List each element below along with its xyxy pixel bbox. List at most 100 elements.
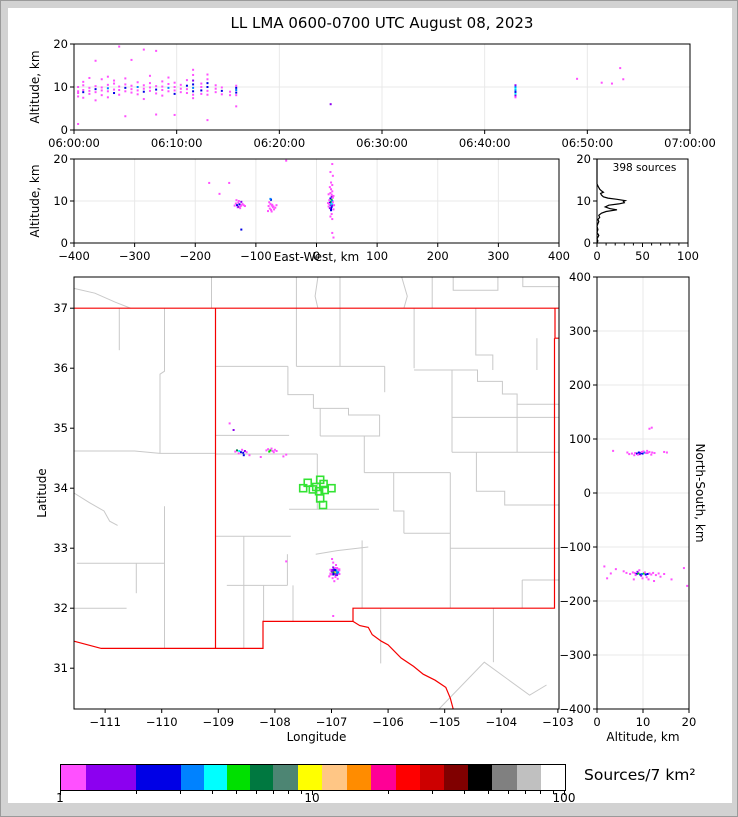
time-altitude-source-point bbox=[185, 92, 188, 95]
time-altitude-source-point bbox=[106, 75, 109, 78]
plan-view-source-point bbox=[265, 449, 268, 452]
colorbar-minor-tick bbox=[432, 790, 434, 794]
northsouth-altitude-source-point bbox=[648, 450, 651, 453]
eastwest-altitude-source-point bbox=[332, 236, 335, 239]
time-altitude-source-point bbox=[206, 86, 209, 88]
time-altitude-source-point bbox=[622, 78, 625, 81]
time-altitude-source-point bbox=[136, 89, 139, 92]
northsouth-altitude-source-point bbox=[648, 427, 651, 430]
plan-view-source-point bbox=[329, 568, 332, 571]
plan-view-source-point bbox=[335, 569, 339, 573]
northsouth-altitude-y-tick-label: −300 bbox=[559, 648, 591, 662]
eastwest-altitude-source-point bbox=[331, 231, 334, 234]
time-altitude-source-point bbox=[514, 84, 517, 87]
plan-view-source-point bbox=[332, 566, 335, 569]
altitude-histogram-x-tick-label: 0 bbox=[593, 249, 601, 263]
eastwest-panel-xlabel: East-West, km bbox=[273, 250, 360, 264]
eastwest-altitude-source-point bbox=[234, 202, 237, 205]
plan-view-source-point bbox=[333, 570, 337, 574]
eastwest-altitude-source-point bbox=[238, 203, 241, 206]
time-altitude-source-point bbox=[94, 59, 97, 62]
plan-view-y-tick-label: 34 bbox=[53, 481, 68, 496]
eastwest-altitude-source-point bbox=[271, 203, 274, 206]
time-altitude-source-point bbox=[82, 91, 85, 94]
time-altitude-source-point bbox=[167, 82, 170, 85]
county-border bbox=[73, 287, 131, 309]
eastwest-altitude-source-point bbox=[275, 204, 278, 207]
northsouth-altitude-source-point bbox=[653, 580, 656, 583]
colorbar-tick-100: 100 bbox=[552, 791, 576, 805]
eastwest-altitude-source-point bbox=[274, 206, 277, 209]
eastwest-altitude-y-tick-label: 10 bbox=[53, 194, 68, 208]
time-altitude-source-point bbox=[185, 84, 188, 87]
time-altitude-source-point bbox=[142, 87, 145, 90]
northsouth-altitude-source-point bbox=[659, 575, 662, 578]
eastwest-altitude-source-point bbox=[243, 205, 246, 208]
plan-view-source-point bbox=[241, 448, 244, 451]
northsouth-altitude-source-point bbox=[642, 572, 645, 575]
time-altitude-source-point bbox=[100, 94, 103, 97]
plan-view-source-point bbox=[245, 451, 248, 454]
eastwest-altitude-source-point bbox=[330, 209, 333, 212]
time-altitude-source-point bbox=[148, 74, 151, 77]
state-border bbox=[352, 338, 556, 622]
eastwest-altitude-x-tick-label: 200 bbox=[426, 249, 449, 263]
eastwest-altitude-source-point bbox=[330, 207, 333, 210]
eastwest-altitude-source-point bbox=[237, 205, 240, 208]
colorbar-minor-tick bbox=[387, 790, 389, 794]
time-altitude-source-point bbox=[124, 115, 127, 118]
colorbar-segment bbox=[492, 765, 517, 790]
county-border bbox=[74, 450, 161, 454]
northsouth-altitude-y-tick-label: 200 bbox=[569, 378, 591, 392]
eastwest-altitude-source-point bbox=[330, 193, 333, 196]
time-altitude-source-point bbox=[148, 82, 151, 85]
time-altitude-source-point bbox=[130, 58, 133, 61]
eastwest-altitude-y-tick-label: 0 bbox=[60, 236, 68, 250]
lma-station-marker bbox=[303, 478, 313, 488]
eastwest-altitude-source-point bbox=[268, 201, 271, 204]
county-border bbox=[522, 277, 559, 288]
plan-view-source-point bbox=[242, 454, 245, 457]
colorbar-segment bbox=[61, 765, 86, 790]
colorbar-segment bbox=[444, 765, 468, 790]
time-altitude-source-point bbox=[142, 98, 145, 101]
time-altitude-source-point bbox=[94, 91, 97, 94]
eastwest-altitude-source-point bbox=[285, 159, 288, 162]
plan-view-source-point bbox=[237, 452, 240, 455]
northsouth-altitude-source-point bbox=[641, 573, 644, 575]
time-altitude-source-point bbox=[113, 79, 116, 82]
northsouth-altitude-source-point bbox=[628, 453, 631, 456]
plan-view-source-point bbox=[267, 448, 270, 451]
time-altitude-source-point bbox=[173, 89, 176, 92]
eastwest-altitude-source-point bbox=[330, 213, 333, 216]
plan-view-source-point bbox=[235, 449, 238, 452]
figure-title: LL LMA 0600-0700 UTC August 08, 2023 bbox=[230, 14, 534, 32]
eastwest-altitude-source-point bbox=[329, 204, 332, 207]
colorbar-minor-tick bbox=[488, 790, 490, 794]
northsouth-altitude-source-point bbox=[634, 452, 637, 455]
time-altitude-source-point bbox=[88, 86, 91, 89]
colorbar-segment bbox=[347, 765, 371, 790]
colorbar-segment bbox=[322, 765, 347, 790]
time-altitude-source-point bbox=[619, 67, 622, 70]
plan-view-source-point bbox=[285, 560, 288, 563]
northsouth-altitude-source-point bbox=[631, 571, 634, 574]
time-altitude-source-point bbox=[161, 80, 164, 83]
time-altitude-source-point bbox=[235, 84, 238, 87]
time-altitude-source-point bbox=[329, 103, 332, 106]
eastwest-altitude-source-point bbox=[333, 204, 336, 207]
time-altitude-source-point bbox=[514, 89, 517, 92]
time-altitude-source-point bbox=[94, 88, 97, 91]
northsouth-altitude-x-tick-label: 20 bbox=[681, 715, 697, 729]
time-altitude-x-tick-label: 06:30:00 bbox=[356, 136, 408, 150]
time-altitude-source-point bbox=[161, 85, 164, 88]
time-altitude-source-point bbox=[142, 90, 145, 93]
time-altitude-source-point bbox=[77, 95, 80, 98]
time-altitude-source-point bbox=[185, 88, 188, 91]
northsouth-altitude-source-point bbox=[625, 571, 628, 574]
plan-view-x-tick-label: −105 bbox=[428, 715, 461, 729]
eastwest-altitude-x-tick-label: −200 bbox=[179, 249, 212, 263]
colorbar-tick-10: 10 bbox=[304, 791, 320, 805]
plan-view-x-tick-label: −108 bbox=[259, 715, 291, 729]
